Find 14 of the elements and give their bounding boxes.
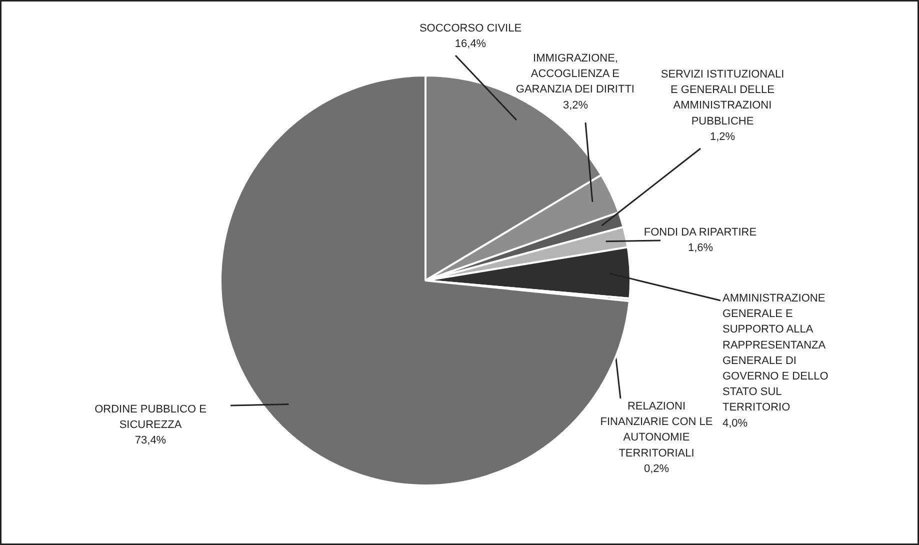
data-label: 4,0% [722, 417, 748, 430]
slice-label: IMMIGRAZIONE, ACCOGLIENZA E GARANZIA DEI DIRITTI [516, 52, 634, 96]
data-label: 3,2% [562, 99, 588, 112]
data-label: 16,4% [454, 38, 486, 50]
slice-label: AMMINISTRAZIONE GENERALE E SUPPORTO ALLA RAPPRESENTANZA GENERALE DI GOVERNO E DELLO STATO SUL TERRITORIO [722, 292, 829, 414]
data-label: 73,4% [134, 434, 166, 447]
slice-label: ORDINE PUBBLICO E SICUREZZA [94, 404, 206, 432]
data-label: 1,6% [688, 242, 714, 254]
data-label: 1,2% [710, 130, 736, 143]
slice-label: RELAZIONI FINANZIARIE CON LE AUTONOMIE TERRITORIALI [600, 400, 713, 460]
slice-label: SOCCORSO CIVILE [419, 22, 522, 34]
slice-label: FONDI DA RIPARTIRE [644, 226, 757, 238]
data-label: 0,2% [644, 462, 670, 475]
slice-label: SERVIZI ISTITUZIONALI E GENERALI DELLE AMMINISTRAZIONI PUBBLICHE [660, 68, 784, 128]
